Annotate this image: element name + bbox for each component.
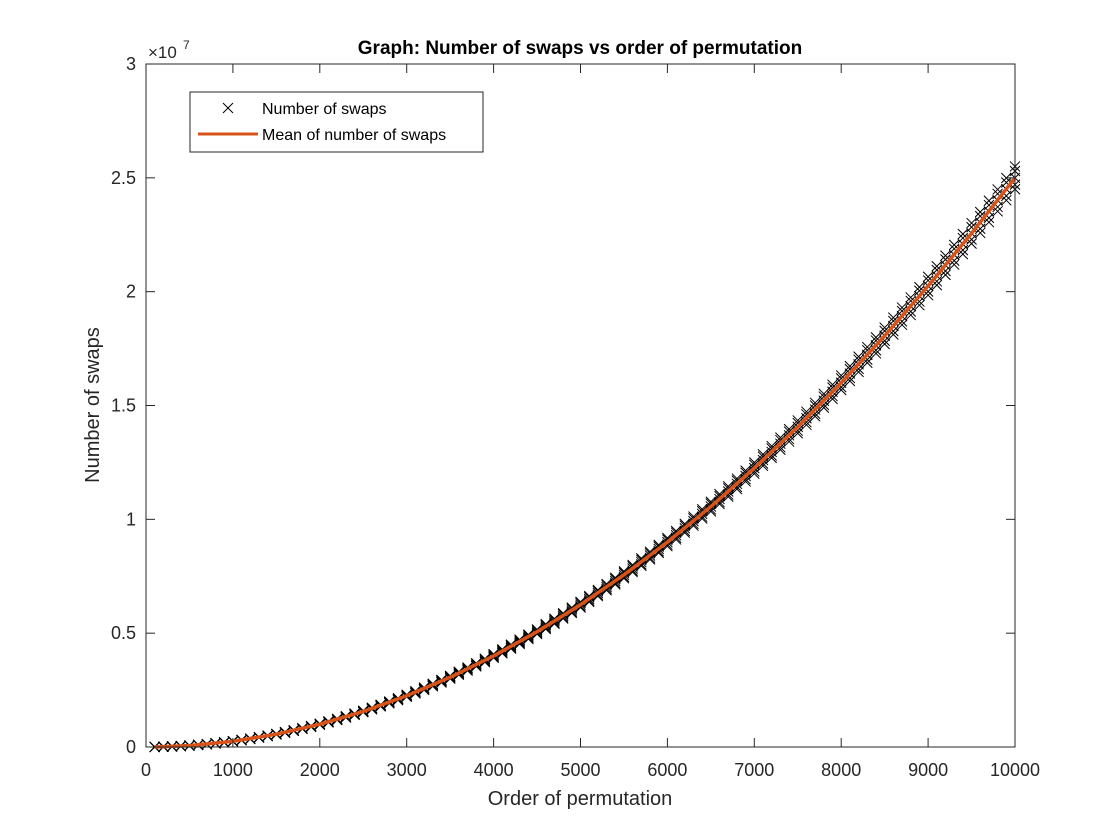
scatter-point (757, 458, 769, 469)
scatter-point (583, 596, 595, 608)
y-tick-label: 2.5 (111, 168, 136, 188)
x-tick-label: 3000 (387, 760, 427, 780)
legend-marker-x-icon (222, 102, 234, 114)
scatter-point (948, 259, 960, 270)
legend-label-line: Mean of number of swaps (262, 127, 446, 144)
legend: Number of swaps Mean of number of swaps (189, 91, 484, 153)
mean-line-layer (154, 176, 1017, 749)
scatter-markers (149, 161, 1021, 753)
scatter-point (801, 416, 812, 428)
x-tick-label: 10000 (990, 760, 1040, 780)
ticks (145, 63, 1016, 748)
scatter-point (696, 511, 708, 523)
x-tick-labels: 0 1000 2000 3000 4000 5000 6000 7000 8000 9000 100… (141, 760, 1040, 780)
scatter-point (844, 363, 856, 375)
y-exponent-label: ×10 (148, 43, 177, 62)
scatter-point (1000, 194, 1012, 206)
y-tick-label: 1 (126, 509, 136, 529)
scatter-point (705, 498, 717, 509)
axes-box (145, 63, 1016, 748)
scatter-point (783, 433, 795, 445)
scatter-point (635, 553, 647, 564)
scatter-point (992, 184, 1003, 195)
scatter-point (992, 205, 1003, 217)
y-tick-label: 0 (126, 737, 136, 757)
scatter-point (983, 216, 995, 228)
scatter-point (618, 572, 630, 584)
scatter-point (783, 426, 795, 437)
x-axis-label: Order of permutation (488, 788, 673, 810)
x-tick-label: 6000 (647, 760, 687, 780)
y-axis-label: Number of swaps (82, 327, 104, 483)
scatter-point (801, 408, 812, 420)
y-exponent-power: 7 (183, 38, 190, 52)
scatter-point (966, 238, 977, 249)
scatter-point (974, 227, 986, 239)
y-tick-labels: 0 0.5 1 1.5 2 2.5 3 (111, 54, 136, 757)
scatter-point (827, 382, 838, 393)
scatter-point (766, 450, 778, 461)
x-tick-label: 1000 (213, 760, 253, 780)
scatter-point (714, 496, 725, 508)
scatter-point (809, 400, 821, 411)
scatter-point (775, 441, 786, 453)
scatter-point (853, 354, 864, 366)
scatter-point (818, 391, 830, 402)
x-tick-label: 2000 (300, 760, 340, 780)
scatter-point (740, 473, 751, 485)
x-tick-label: 4000 (474, 760, 514, 780)
scatter-point (705, 504, 717, 515)
scatter-point (644, 546, 656, 558)
y-tick-label: 0.5 (111, 623, 136, 643)
x-tick-label: 9000 (908, 760, 948, 780)
scatter-point (748, 466, 760, 477)
scatter-point (957, 248, 969, 260)
legend-box (189, 91, 484, 153)
y-tick-label: 3 (126, 54, 136, 74)
scatter-point (792, 425, 804, 437)
scatter-point (592, 590, 604, 602)
chart-title: Graph: Number of swaps vs order of permu… (358, 38, 802, 59)
x-tick-label: 5000 (560, 760, 600, 780)
y-tick-label: 1.5 (111, 396, 136, 416)
x-tick-label: 8000 (821, 760, 861, 780)
scatter-point (722, 489, 734, 500)
scatter-point (731, 481, 743, 493)
legend-label-scatter: Number of swaps (262, 101, 387, 118)
x-tick-label: 7000 (734, 760, 774, 780)
mean-line (154, 176, 1017, 749)
x-tick-label: 0 (141, 760, 151, 780)
y-tick-label: 2 (126, 282, 136, 302)
scatter-point (714, 490, 725, 502)
scatter-point (792, 417, 804, 429)
